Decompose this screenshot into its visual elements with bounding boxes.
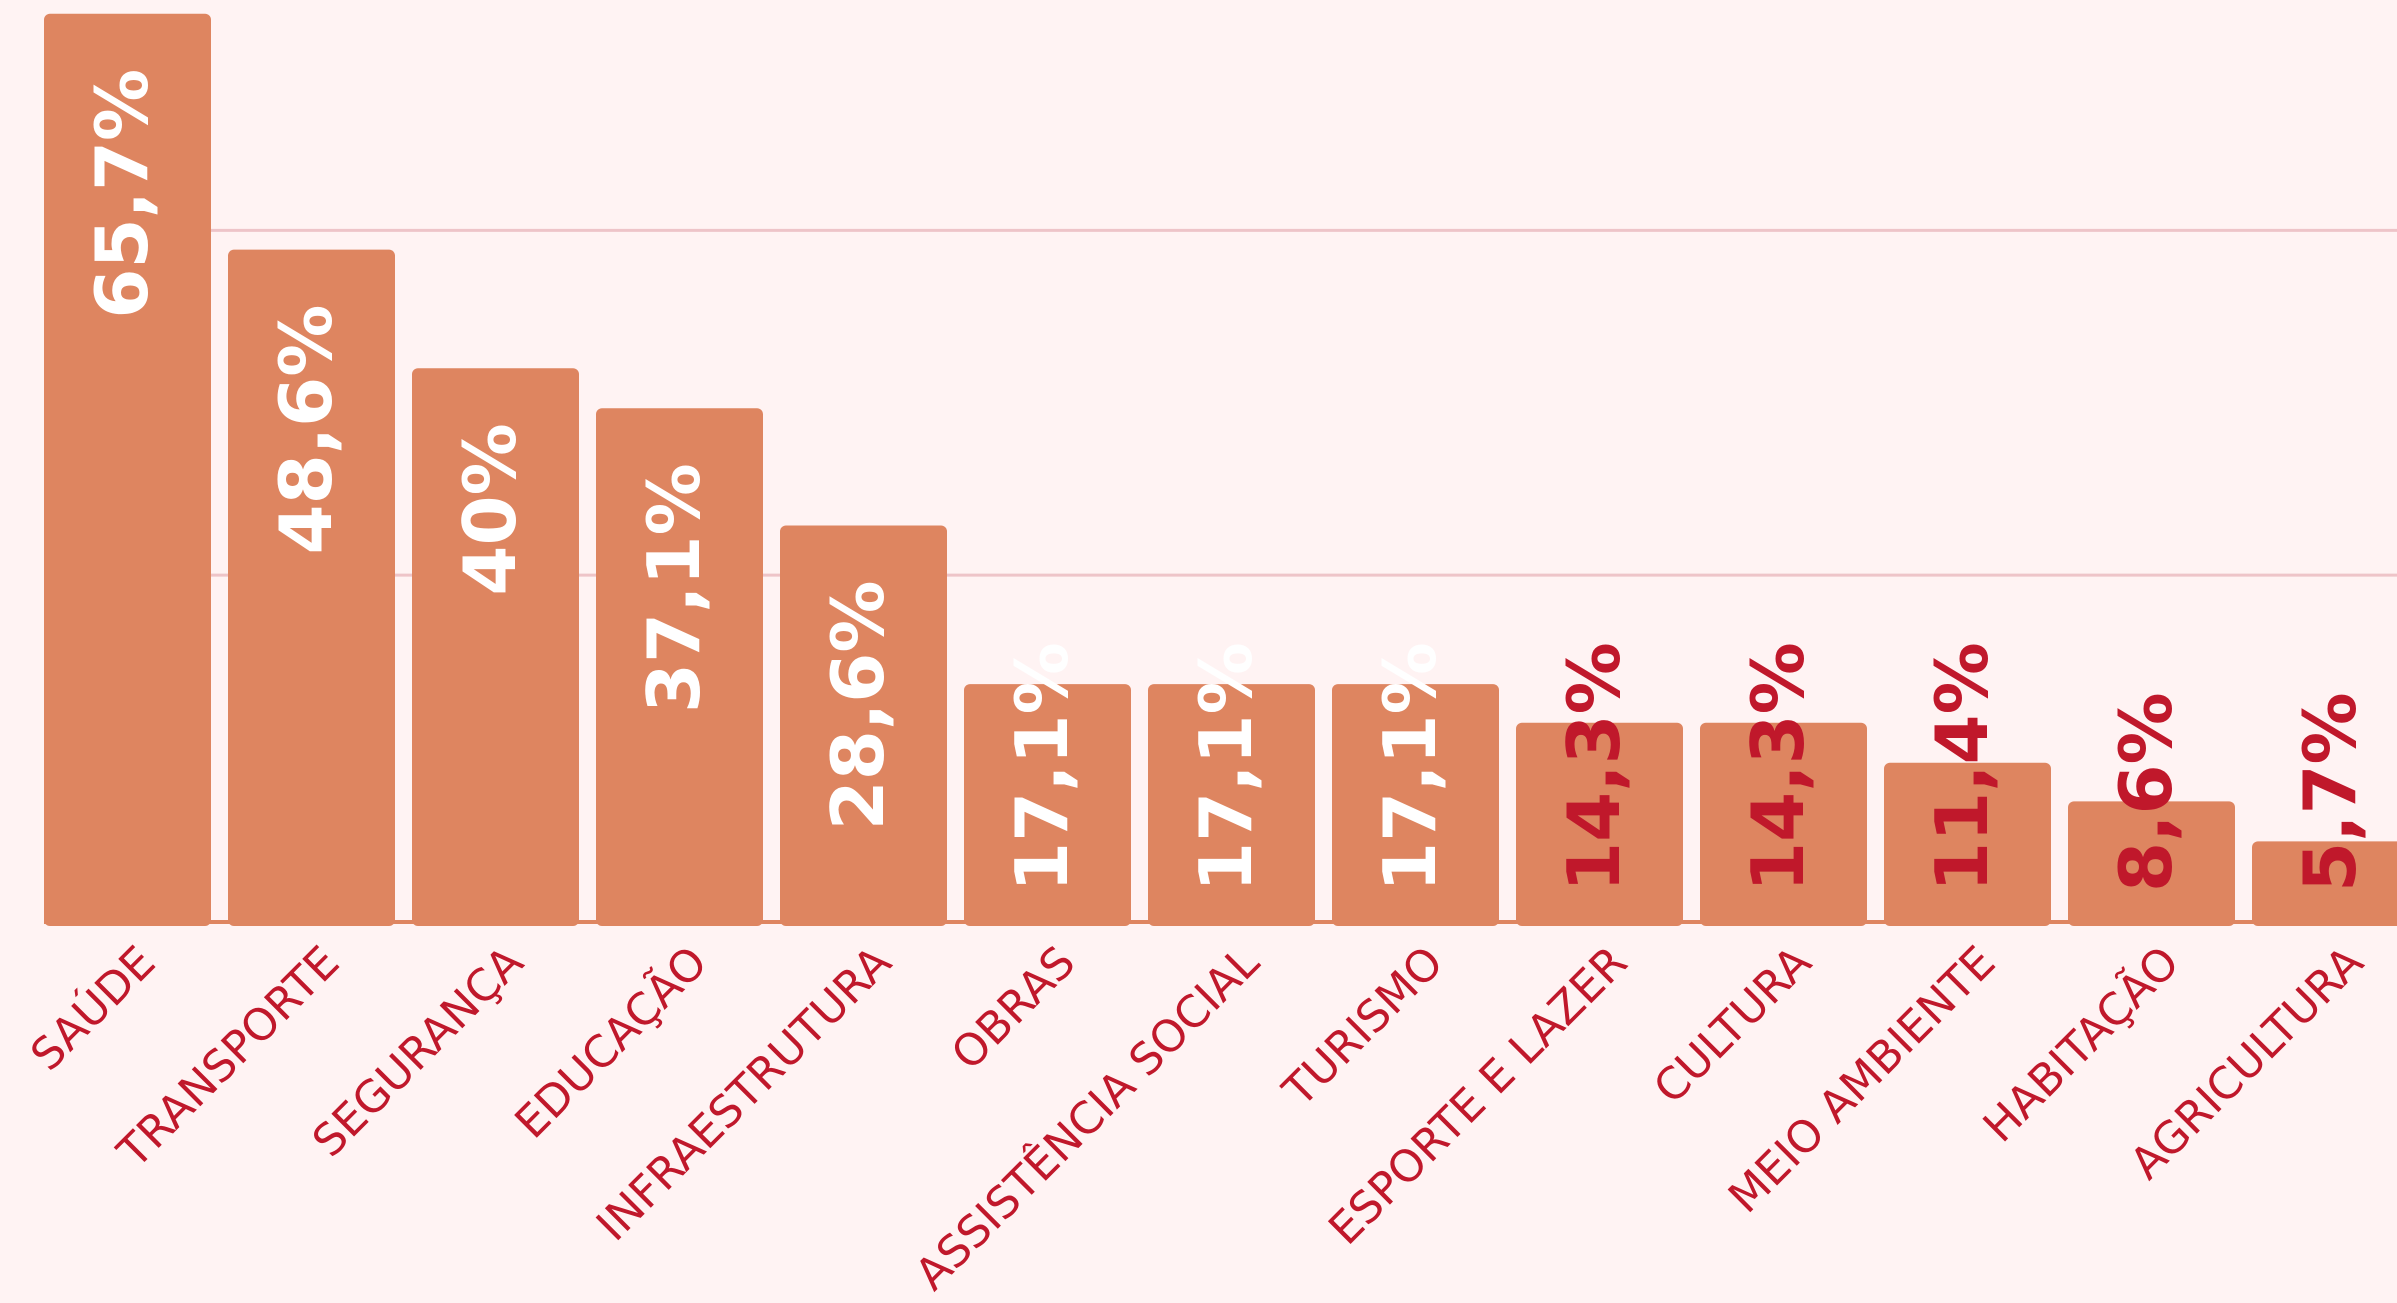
value-label: 17,1%	[1000, 642, 1084, 892]
bar	[2252, 841, 2397, 926]
value-label: 14,3%	[1736, 642, 1820, 892]
bar	[1884, 762, 2051, 926]
bar	[596, 408, 763, 926]
value-label: 17,1%	[1184, 642, 1268, 892]
bar	[1332, 684, 1499, 926]
bar	[412, 368, 579, 926]
bar	[2068, 801, 2235, 926]
value-label: 14,3%	[1552, 642, 1636, 892]
value-label: 8,6%	[2104, 692, 2188, 892]
value-label: 5,7%	[2288, 692, 2372, 892]
value-label: 28,6%	[816, 581, 900, 831]
bar	[1148, 684, 1315, 926]
bar	[780, 525, 947, 926]
bar	[44, 13, 211, 927]
bar	[1700, 722, 1867, 926]
value-label: 65,7%	[80, 69, 164, 319]
value-label: 17,1%	[1368, 642, 1452, 892]
value-label: 40%	[448, 423, 532, 595]
value-label: 48,6%	[264, 305, 348, 555]
bar	[228, 249, 395, 927]
value-label: 11,4%	[1920, 642, 2004, 892]
bar	[1516, 722, 1683, 926]
value-label: 37,1%	[632, 463, 716, 713]
bar	[964, 684, 1131, 926]
